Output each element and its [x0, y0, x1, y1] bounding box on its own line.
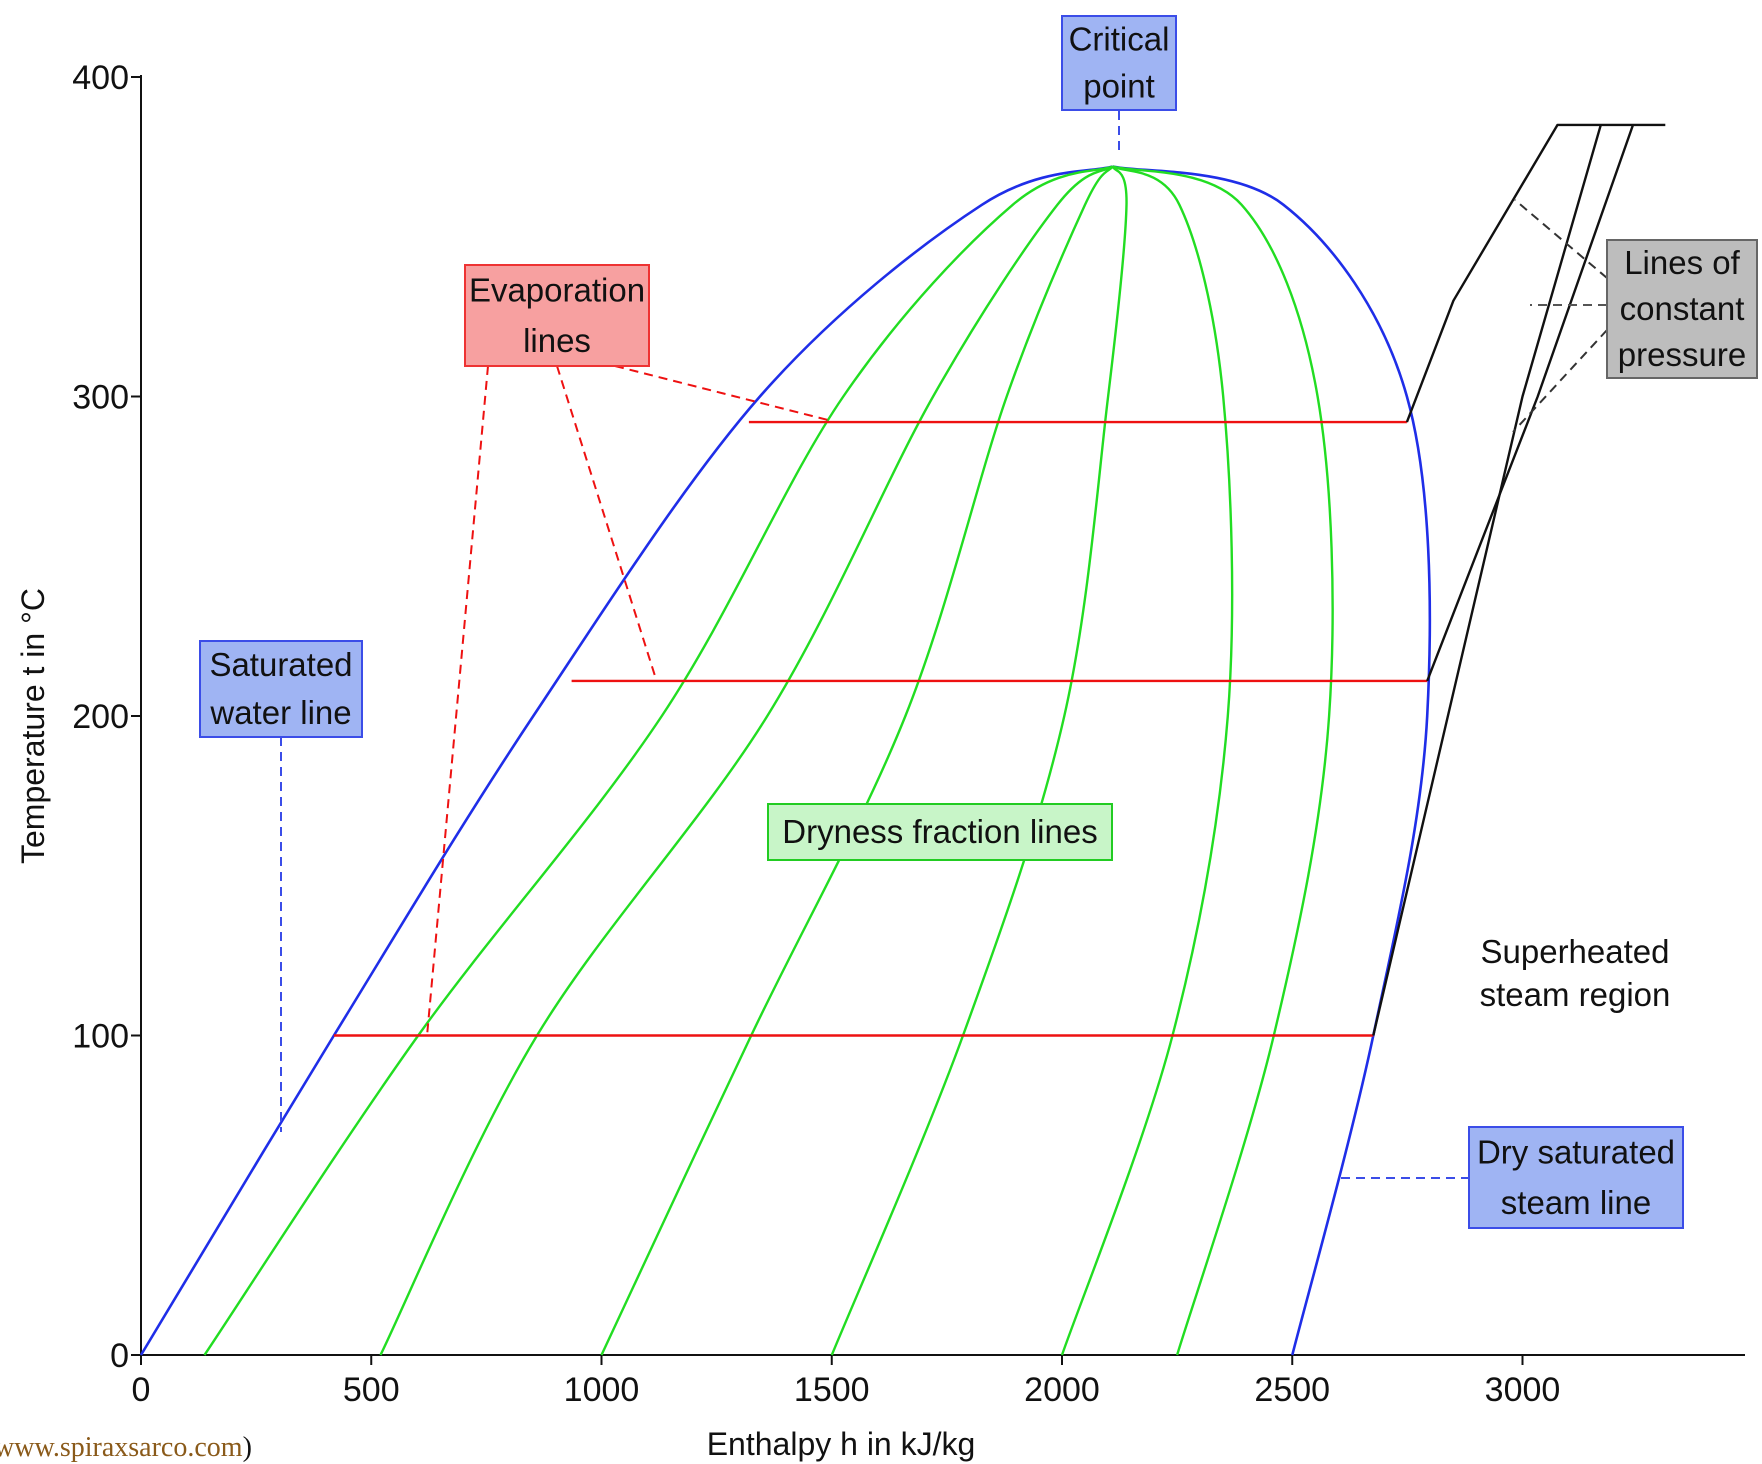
dryness-fraction-line-2 [203, 165, 1114, 1356]
constant-pressure-line-12 [1426, 124, 1635, 682]
x-tick-label: 1000 [564, 1371, 640, 1409]
dry-saturated-steam-line-label-box [1468, 1126, 1684, 1229]
x-tick-label: 0 [132, 1371, 151, 1409]
superheated-region-text: Superheated [1481, 933, 1670, 970]
saturated-water-line-0 [139, 165, 1114, 1356]
source-credit: www.spiraxsarco.com) [0, 1432, 252, 1464]
superheated-region-text: steam region [1480, 976, 1671, 1013]
x-axis-title: Enthalpy h in kJ/kg [707, 1426, 976, 1462]
dryness-fraction-line-3 [379, 165, 1114, 1356]
constant-pressure-line-13 [1405, 123, 1666, 423]
pressure-leader-bottom [1512, 329, 1608, 433]
dry-saturated-steam-line-1 [1112, 165, 1432, 1356]
plot-area [139, 123, 1666, 1356]
dry-saturated-steam-line-label-text: steam line [1501, 1184, 1651, 1221]
evaporation-leader-292 [614, 365, 833, 422]
constant-pressure-label-text: Lines of [1624, 244, 1740, 281]
axes: 0 500 1000 1500 2000 2500 3000 0 100 200 300 400 Ent… [15, 59, 1745, 1462]
x-tick-label: 2500 [1254, 1371, 1330, 1409]
evaporation-leader-211 [556, 365, 656, 677]
dryness-fraction-lines-label-box [767, 803, 1113, 861]
x-tick-label: 500 [343, 1371, 400, 1409]
y-axis-title: Temperature t in °C [15, 588, 51, 864]
dry-saturated-steam-line-label-text: Dry saturated [1477, 1133, 1675, 1170]
dryness-fraction-line-4 [600, 165, 1114, 1356]
evaporation-leader-100 [426, 365, 489, 1037]
x-tick-label: 2000 [1024, 1371, 1100, 1409]
critical-point-label-text: Critical [1069, 21, 1170, 58]
critical-point-label-text: point [1083, 68, 1155, 105]
y-tick-label: 400 [72, 59, 129, 97]
y-tick-label: 0 [110, 1337, 129, 1375]
critical-point-label-box [1061, 15, 1177, 111]
constant-pressure-label-text: pressure [1618, 336, 1746, 373]
dryness-fraction-line-7 [1112, 165, 1334, 1356]
saturated-water-line-label-text: Saturated [209, 646, 352, 683]
source-close-paren: ) [242, 1432, 252, 1463]
evaporation-lines-label-text: Evaporation [469, 271, 645, 308]
x-tick-label: 1500 [794, 1371, 870, 1409]
x-tick-label: 3000 [1485, 1371, 1561, 1409]
constant-pressure-line-11 [1372, 124, 1602, 1036]
y-tick-label: 100 [72, 1018, 129, 1056]
callout-labels: Critical point Evaporation lines Saturated wa… [199, 15, 1758, 1229]
constant-pressure-label-box [1606, 239, 1758, 379]
saturated-water-line-label-box [199, 640, 363, 738]
constant-pressure-label-text: constant [1620, 290, 1745, 327]
y-tick-label: 300 [72, 379, 129, 417]
saturated-water-line-label-text: water line [209, 694, 351, 731]
pressure-leader-top [1514, 199, 1608, 279]
dryness-fraction-line-6 [1060, 165, 1234, 1356]
evaporation-lines-label-box [464, 264, 650, 367]
y-tick-label: 200 [72, 698, 129, 736]
dryness-fraction-lines-label-text: Dryness fraction lines [782, 813, 1097, 850]
dryness-fraction-line-5 [830, 165, 1128, 1356]
callout-leaders [280, 111, 1608, 1179]
source-url: www.spiraxsarco.com [0, 1432, 243, 1463]
evaporation-lines-label-text: lines [523, 322, 591, 359]
